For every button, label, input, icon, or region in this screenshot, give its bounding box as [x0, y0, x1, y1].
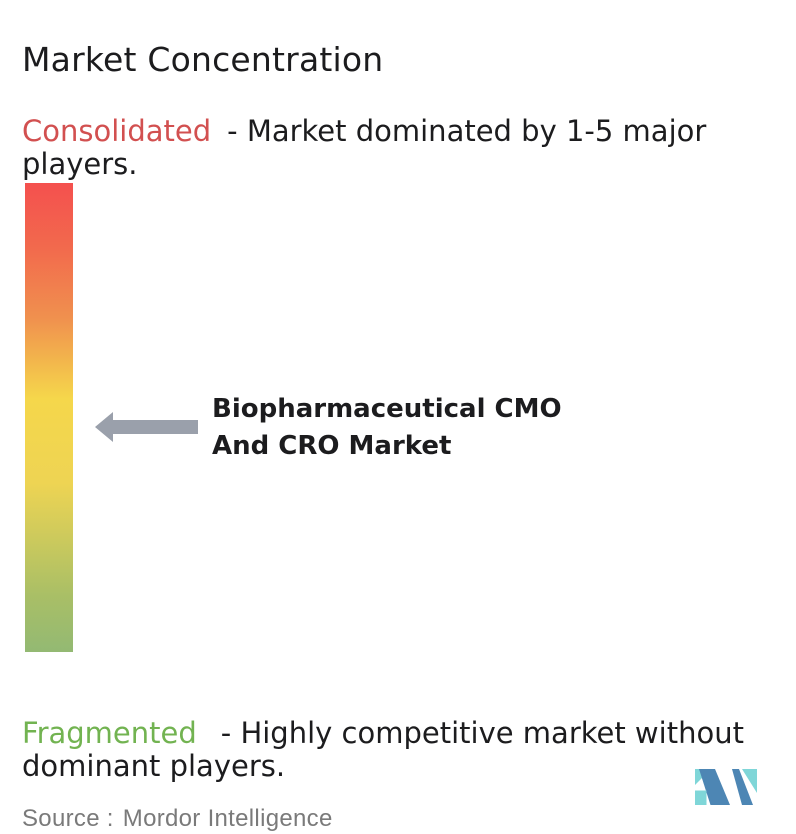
page-title: Market Concentration	[22, 40, 384, 80]
consolidated-definition: Consolidated - Market dominated by 1-5 ma…	[22, 115, 777, 181]
source-attribution: Source : Mordor Intelligence	[22, 805, 333, 833]
logo-shape-right-triangle	[742, 769, 757, 793]
consolidated-description: - Market dominated by 1-5 major players.	[22, 114, 707, 181]
fragmented-term: Fragmented	[22, 716, 197, 750]
fragmented-description: - Highly competitive market without domi…	[22, 716, 744, 783]
market-pointer-label: Biopharmaceutical CMO And CRO Market	[212, 391, 562, 465]
mordor-intelligence-logo-icon	[695, 769, 757, 805]
logo-shape-right-diagonal	[732, 769, 753, 805]
consolidated-term: Consolidated	[22, 114, 212, 148]
left-arrow-shape	[95, 412, 198, 442]
source-label: Source :	[22, 805, 114, 832]
concentration-gradient-bar	[25, 183, 73, 652]
source-value: Mordor Intelligence	[122, 805, 333, 832]
fragmented-definition: Fragmented - Highly competitive market wi…	[22, 717, 796, 783]
market-pointer-label-line2: And CRO Market	[212, 431, 452, 461]
logo-shape-bottom-left-square	[695, 790, 707, 805]
market-pointer-label-line1: Biopharmaceutical CMO	[212, 394, 562, 424]
left-arrow-icon	[95, 412, 198, 442]
logo-shape-main-diagonal	[699, 769, 730, 805]
